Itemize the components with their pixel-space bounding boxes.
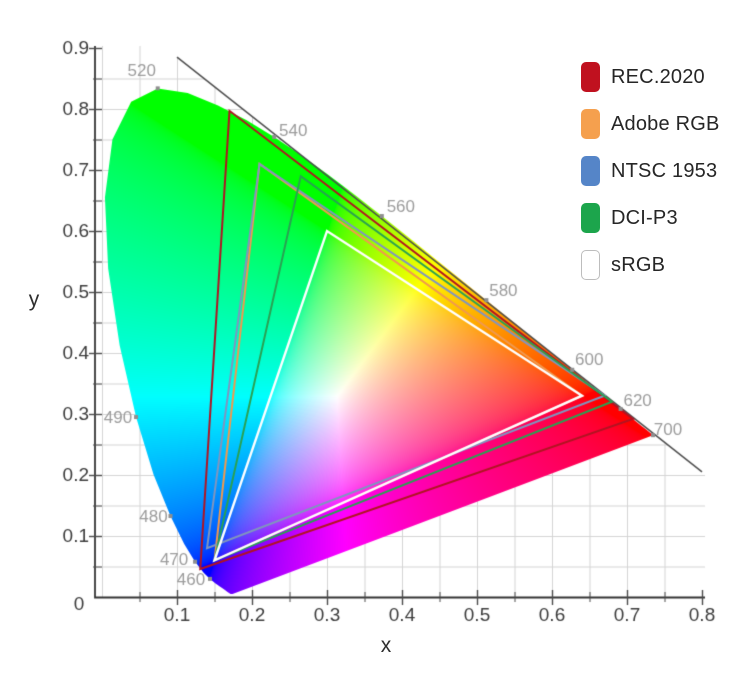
legend-item-label: DCI-P3	[611, 206, 678, 229]
legend-swatch-srgb	[581, 250, 600, 280]
legend-item-label: NTSC 1953	[611, 159, 718, 182]
legend-item-srgb: sRGB	[581, 250, 720, 280]
legend-swatch-adobe-rgb	[581, 109, 600, 139]
legend-item-label: sRGB	[611, 253, 666, 276]
y-axis-title: y	[28, 288, 40, 311]
legend-swatch-ntsc-1953	[581, 156, 600, 186]
legend-item-label: REC.2020	[611, 65, 705, 88]
legend-item-adobe-rgb: Adobe RGB	[581, 109, 720, 139]
legend-item-dci-p3: DCI-P3	[581, 203, 720, 233]
legend: REC.2020 Adobe RGB NTSC 1953 DCI-P3 sRGB	[581, 62, 720, 280]
legend-item-rec2020: REC.2020	[581, 62, 720, 92]
x-axis-title: x	[380, 634, 392, 657]
legend-swatch-dci-p3	[581, 203, 600, 233]
legend-item-label: Adobe RGB	[611, 112, 720, 135]
legend-swatch-rec2020	[581, 62, 600, 92]
legend-item-ntsc-1953: NTSC 1953	[581, 156, 720, 186]
